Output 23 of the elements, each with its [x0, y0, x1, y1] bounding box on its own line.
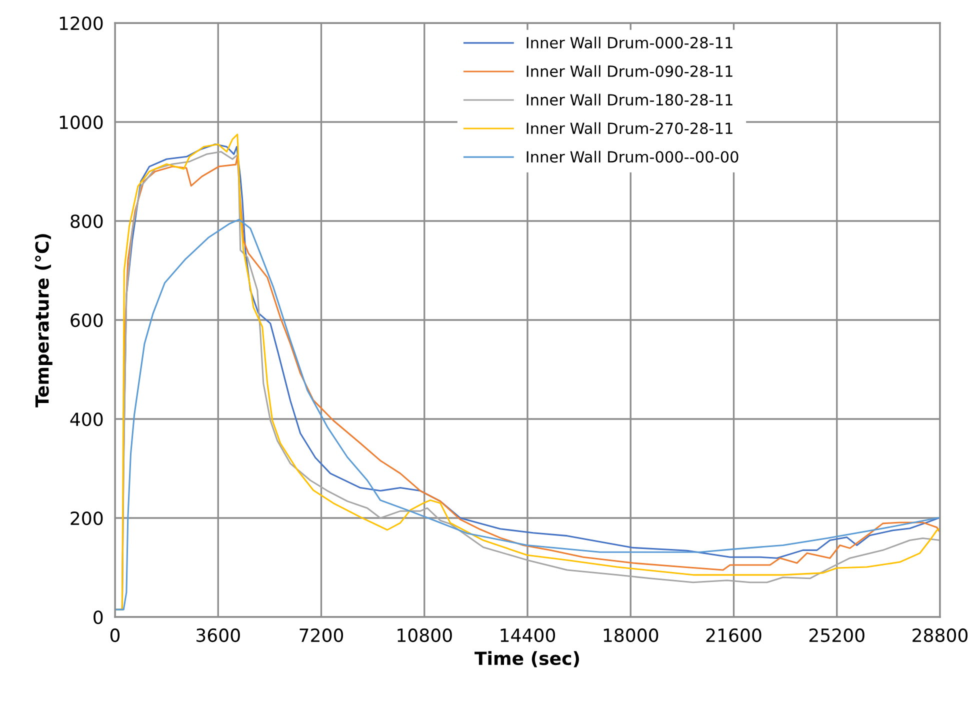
x-tick-label: 0 — [110, 628, 120, 642]
legend-label: Inner Wall Drum-270-28-11 — [526, 122, 732, 134]
y-tick-label: 1000 — [60, 115, 103, 130]
legend-label: Inner Wall Drum-000-28-11 — [526, 36, 732, 48]
y-tick-label: 200 — [70, 511, 103, 526]
y-tick-label: 800 — [70, 214, 103, 228]
x-axis-title: Time (sec) — [474, 651, 579, 668]
x-tick-label: 10800 — [398, 628, 452, 642]
x-tick-label: 7200 — [300, 628, 344, 642]
x-tick-label: 21600 — [706, 628, 762, 642]
x-tick-label: 18000 — [604, 628, 658, 642]
x-tick-label: 28800 — [912, 628, 968, 642]
x-tick-label: 3600 — [196, 628, 240, 642]
legend-label: Inner Wall Drum-180-28-11 — [526, 94, 732, 106]
x-tick-label: 14400 — [500, 628, 556, 642]
y-tick-label: 400 — [70, 412, 103, 426]
y-tick-label: 0 — [94, 610, 103, 624]
x-tick-label: 25200 — [809, 628, 864, 642]
legend-label: Inner Wall Drum-000--00-00 — [526, 150, 738, 163]
y-axis-title: Temperature (°C) — [34, 234, 52, 408]
y-tick-label: 1200 — [60, 16, 103, 30]
legend-label: Inner Wall Drum-090-28-11 — [526, 65, 732, 78]
y-tick-label: 600 — [70, 313, 103, 328]
